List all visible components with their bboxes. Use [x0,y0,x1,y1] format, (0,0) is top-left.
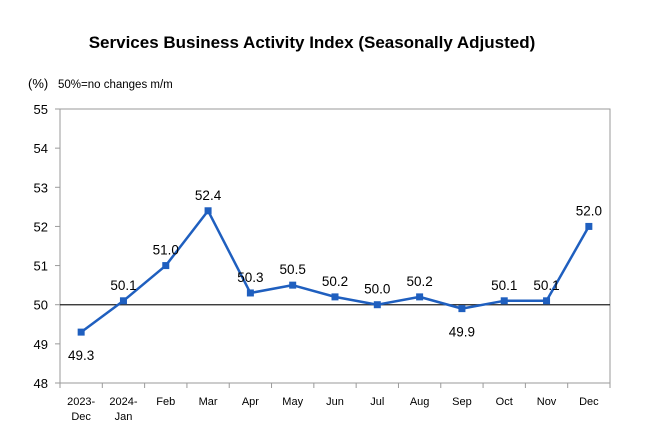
data-points [77,207,593,336]
data-label: 49.3 [68,348,94,363]
chart-title: Services Business Activity Index (Season… [89,33,536,52]
data-point [289,281,297,289]
y-tick-label: 51 [34,259,48,274]
data-point [458,305,466,313]
baseline-note: 50%=no changes m/m [58,79,173,91]
x-tick-label: Dec [579,396,599,408]
x-tick-label: 2024- [109,396,137,408]
data-label: 52.0 [576,203,602,218]
x-tick-label: Apr [242,396,259,408]
x-tick-label: Aug [410,396,430,408]
y-tick-label: 52 [34,219,48,234]
x-tick-label: Jul [370,396,384,408]
x-axis: 2023- Dec 2024- Jan Feb Mar Apr May Jun Jul Aug Sep… [59,383,611,423]
x-tick-label: Oct [496,396,513,408]
data-point [77,328,85,336]
y-tick-label: 49 [34,337,48,352]
data-label: 50.2 [322,274,348,289]
plot-area-frame [59,108,611,384]
x-tick-label: Nov [537,396,557,408]
data-label: 50.1 [491,278,517,293]
y-tick-label: 50 [34,298,48,313]
y-tick-label: 54 [34,141,48,156]
data-point [585,222,593,230]
x-tick-label: Mar [199,396,218,408]
y-axis: 48 49 50 51 52 53 54 55 [34,102,60,391]
data-point [204,207,212,215]
data-label: 51.0 [153,243,179,258]
data-label: 50.0 [364,282,390,297]
data-label: 52.4 [195,188,222,203]
data-point [246,289,254,297]
y-unit-label: (%) [28,76,48,91]
x-tick-label: Dec [71,411,91,423]
data-point [373,301,381,309]
x-tick-label: Sep [452,396,472,408]
data-label: 49.9 [449,325,475,340]
data-label: 50.2 [406,274,432,289]
y-tick-label: 53 [34,180,48,195]
y-tick-label: 48 [34,376,48,391]
data-label: 50.1 [533,278,559,293]
data-point [162,262,170,270]
data-point [500,297,508,305]
data-label: 50.1 [110,278,136,293]
data-label: 50.3 [237,270,263,285]
x-tick-label: May [282,396,303,408]
x-tick-label: Feb [156,396,175,408]
data-point [119,297,127,305]
x-tick-label: 2023- [67,396,95,408]
x-tick-label: Jun [326,396,344,408]
y-tick-label: 55 [34,102,48,117]
data-labels: 49.3 50.1 51.0 52.4 50.3 50.5 50.2 50.0 50.2 49.9… [68,188,602,363]
data-point [416,293,424,301]
data-point [543,297,551,305]
data-point [331,293,339,301]
series-line [80,209,590,334]
x-tick-label: Jan [115,411,133,423]
data-label: 50.5 [280,262,306,277]
